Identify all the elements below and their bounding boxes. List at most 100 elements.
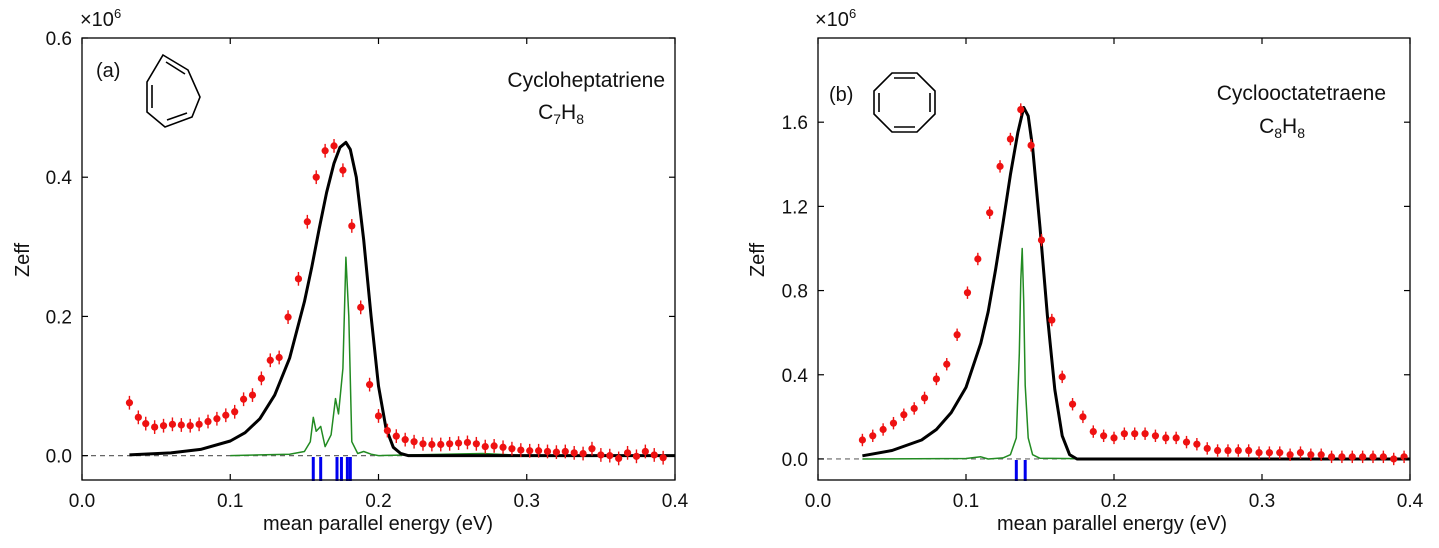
- data-point: [517, 446, 525, 454]
- data-point: [570, 449, 578, 457]
- data-point: [1265, 449, 1273, 457]
- data-point: [1182, 438, 1191, 446]
- data-point: [606, 452, 614, 460]
- y-tick-label: 0.0: [782, 450, 808, 471]
- data-point: [437, 440, 445, 449]
- x-tick-label: 0.4: [1397, 491, 1424, 512]
- data-point: [1131, 430, 1139, 438]
- data-point: [303, 218, 311, 226]
- data-point: [632, 452, 641, 460]
- data-point: [1100, 432, 1108, 440]
- data-point: [134, 413, 142, 421]
- data-point: [1348, 453, 1356, 461]
- x-tick-label: 0.2: [1101, 491, 1127, 512]
- y-axis-label-b: Zeff: [747, 243, 769, 278]
- data-point: [401, 436, 409, 444]
- y-tick-label: 0.2: [46, 307, 72, 328]
- x-tick-label: 0.0: [69, 491, 95, 512]
- data-point: [996, 162, 1004, 170]
- x-tick-label: 0.1: [953, 491, 979, 512]
- data-point: [142, 420, 150, 428]
- data-point: [1369, 453, 1377, 461]
- cyclooctatetraene-structure-icon: [873, 72, 936, 133]
- x-tick-label: 0.0: [805, 491, 831, 512]
- black-model-curve: [862, 106, 1410, 461]
- data-point: [1327, 453, 1336, 461]
- data-point: [410, 438, 418, 446]
- data-point: [1172, 434, 1180, 442]
- data-point: [330, 142, 338, 150]
- data-point: [526, 447, 534, 455]
- data-point: [963, 289, 972, 297]
- data-point: [275, 353, 283, 362]
- data-point: [348, 222, 356, 230]
- data-point: [239, 395, 248, 403]
- y-tick-label: 0.4: [782, 366, 809, 387]
- data-point: [920, 394, 929, 402]
- data-point: [266, 356, 274, 364]
- data-point: [204, 417, 212, 426]
- panel-label-b: (b): [829, 84, 853, 106]
- green-spectrum-line: [230, 256, 527, 457]
- data-point: [1048, 316, 1056, 324]
- x-tick-label: 0.4: [662, 491, 689, 512]
- data-point: [588, 445, 596, 453]
- data-point: [472, 440, 480, 448]
- data-point: [463, 438, 472, 447]
- data-point: [535, 447, 543, 455]
- x-axis-label-a: mean parallel energy (eV): [263, 513, 493, 535]
- data-point: [1193, 440, 1201, 448]
- data-point: [1017, 105, 1025, 114]
- x-tick-label: 0.1: [217, 491, 243, 512]
- data-point: [508, 445, 516, 453]
- data-point: [1037, 236, 1046, 244]
- data-point: [454, 439, 463, 447]
- data-point: [481, 442, 489, 451]
- data-point: [168, 420, 177, 428]
- data-point: [986, 209, 994, 217]
- data-point: [1006, 135, 1015, 143]
- data-point: [1379, 453, 1387, 461]
- data-point: [1317, 451, 1325, 459]
- formula-b: C8H8: [1259, 115, 1305, 141]
- data-point: [1307, 451, 1315, 459]
- plot-area-b: 0.0 0.1 0.2 0.3 0.4 0.0 0.4 0.8 1.2 1.6: [782, 37, 1424, 512]
- data-point: [1110, 434, 1118, 442]
- y-tick-label: 1.2: [782, 197, 808, 218]
- black-model-curve: [129, 140, 675, 458]
- data-point: [499, 443, 507, 451]
- data-point: [428, 440, 436, 449]
- data-point: [1058, 373, 1066, 381]
- y-tick-label: 1.6: [782, 113, 808, 134]
- data-point: [858, 436, 867, 444]
- data-point: [623, 449, 632, 457]
- data-point: [248, 391, 257, 399]
- y-tick-label: 0.0: [46, 447, 72, 468]
- data-point: [374, 412, 383, 420]
- data-point: [177, 421, 185, 429]
- data-point: [186, 422, 194, 430]
- data-point: [1214, 446, 1222, 455]
- data-point: [650, 451, 658, 459]
- plot-area-a: 0.0 0.1 0.2 0.3 0.4 0.0 0.2 0.4 0.6: [46, 29, 689, 512]
- y-tick-label: 0.8: [782, 282, 808, 303]
- x-tick-label: 0.3: [514, 491, 540, 512]
- data-point: [659, 454, 667, 462]
- data-point: [392, 432, 400, 440]
- data-point: [159, 422, 168, 430]
- data-point: [294, 275, 303, 283]
- data-point: [1141, 430, 1149, 438]
- panel-a: ×106 0.0 0.1 0.2 0.3 0.4 0.0 0.2 0.4 0.6 (a) Cyc…: [12, 6, 689, 535]
- data-point: [1234, 446, 1242, 455]
- data-point: [900, 411, 908, 419]
- data-point: [284, 313, 292, 321]
- data-point: [222, 411, 230, 419]
- x-tick-label: 0.3: [1249, 491, 1275, 512]
- panel-b: ×106 0.0 0.1 0.2 0.3 0.40.00.40.81.21.6 (b) …: [747, 6, 1424, 535]
- cycloheptatriene-structure-icon: [146, 53, 201, 128]
- x-tick-label: 0.2: [365, 491, 391, 512]
- data-point: [597, 451, 605, 459]
- data-point: [552, 448, 561, 456]
- data-point: [339, 166, 347, 174]
- y-multiplier-a: ×106: [80, 6, 121, 31]
